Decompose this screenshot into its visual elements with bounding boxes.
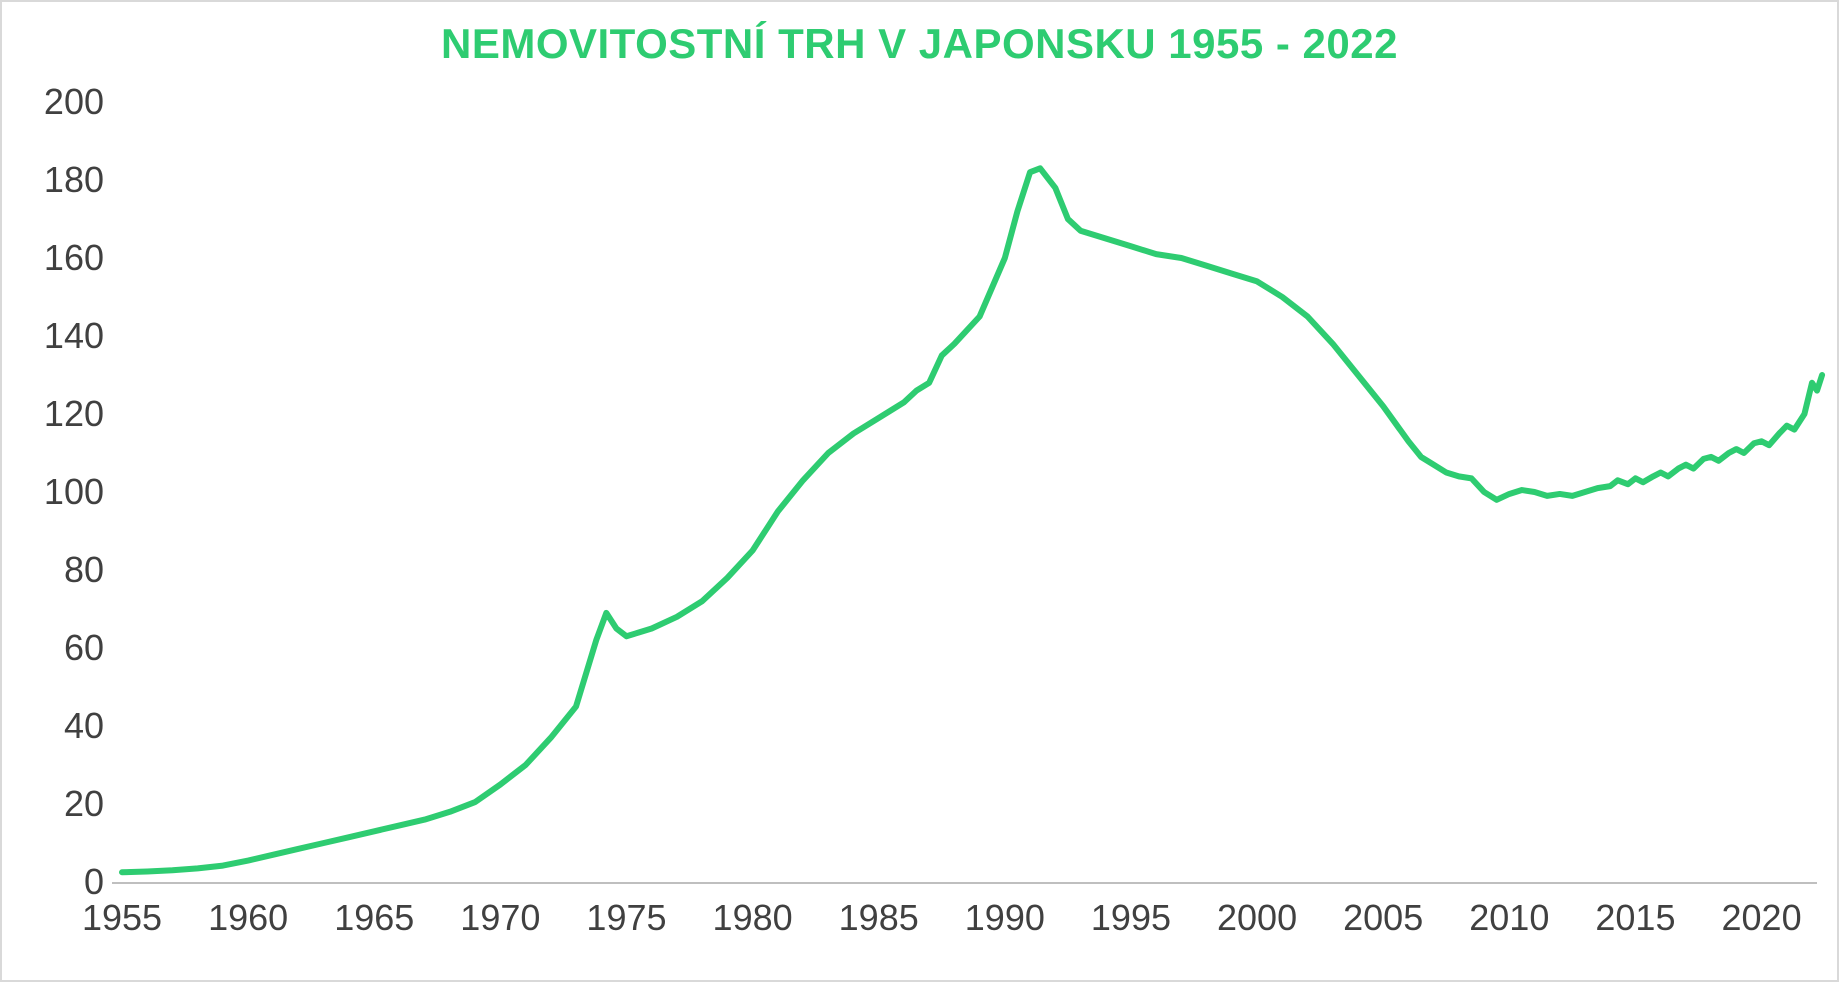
x-tick-label: 2015 bbox=[1595, 897, 1675, 938]
x-tick-label: 1975 bbox=[586, 897, 666, 938]
y-tick-label: 100 bbox=[44, 471, 104, 512]
y-tick-label: 140 bbox=[44, 315, 104, 356]
x-tick-label: 1955 bbox=[82, 897, 162, 938]
y-tick-label: 40 bbox=[64, 705, 104, 746]
y-tick-label: 60 bbox=[64, 627, 104, 668]
x-tick-label: 1980 bbox=[713, 897, 793, 938]
x-tick-label: 2000 bbox=[1217, 897, 1297, 938]
y-tick-label: 20 bbox=[64, 783, 104, 824]
x-tick-label: 1960 bbox=[208, 897, 288, 938]
y-tick-label: 0 bbox=[84, 861, 104, 902]
x-tick-label: 2005 bbox=[1343, 897, 1423, 938]
x-tick-label: 2020 bbox=[1722, 897, 1802, 938]
y-tick-label: 200 bbox=[44, 81, 104, 122]
x-tick-label: 2010 bbox=[1469, 897, 1549, 938]
y-tick-label: 160 bbox=[44, 237, 104, 278]
x-tick-label: 1995 bbox=[1091, 897, 1171, 938]
y-tick-label: 80 bbox=[64, 549, 104, 590]
x-tick-label: 1965 bbox=[334, 897, 414, 938]
series-line bbox=[122, 168, 1822, 872]
x-tick-label: 1990 bbox=[965, 897, 1045, 938]
chart-plot-svg: 0 20 40 60 80 100 120 140 160 180 200 1955 1960 1965 1… bbox=[2, 2, 1839, 984]
y-tick-label: 120 bbox=[44, 393, 104, 434]
y-tick-label: 180 bbox=[44, 159, 104, 200]
x-tick-label: 1970 bbox=[460, 897, 540, 938]
x-tick-label: 1985 bbox=[839, 897, 919, 938]
chart-container: NEMOVITOSTNÍ TRH V JAPONSKU 1955 - 2022 … bbox=[0, 0, 1839, 982]
